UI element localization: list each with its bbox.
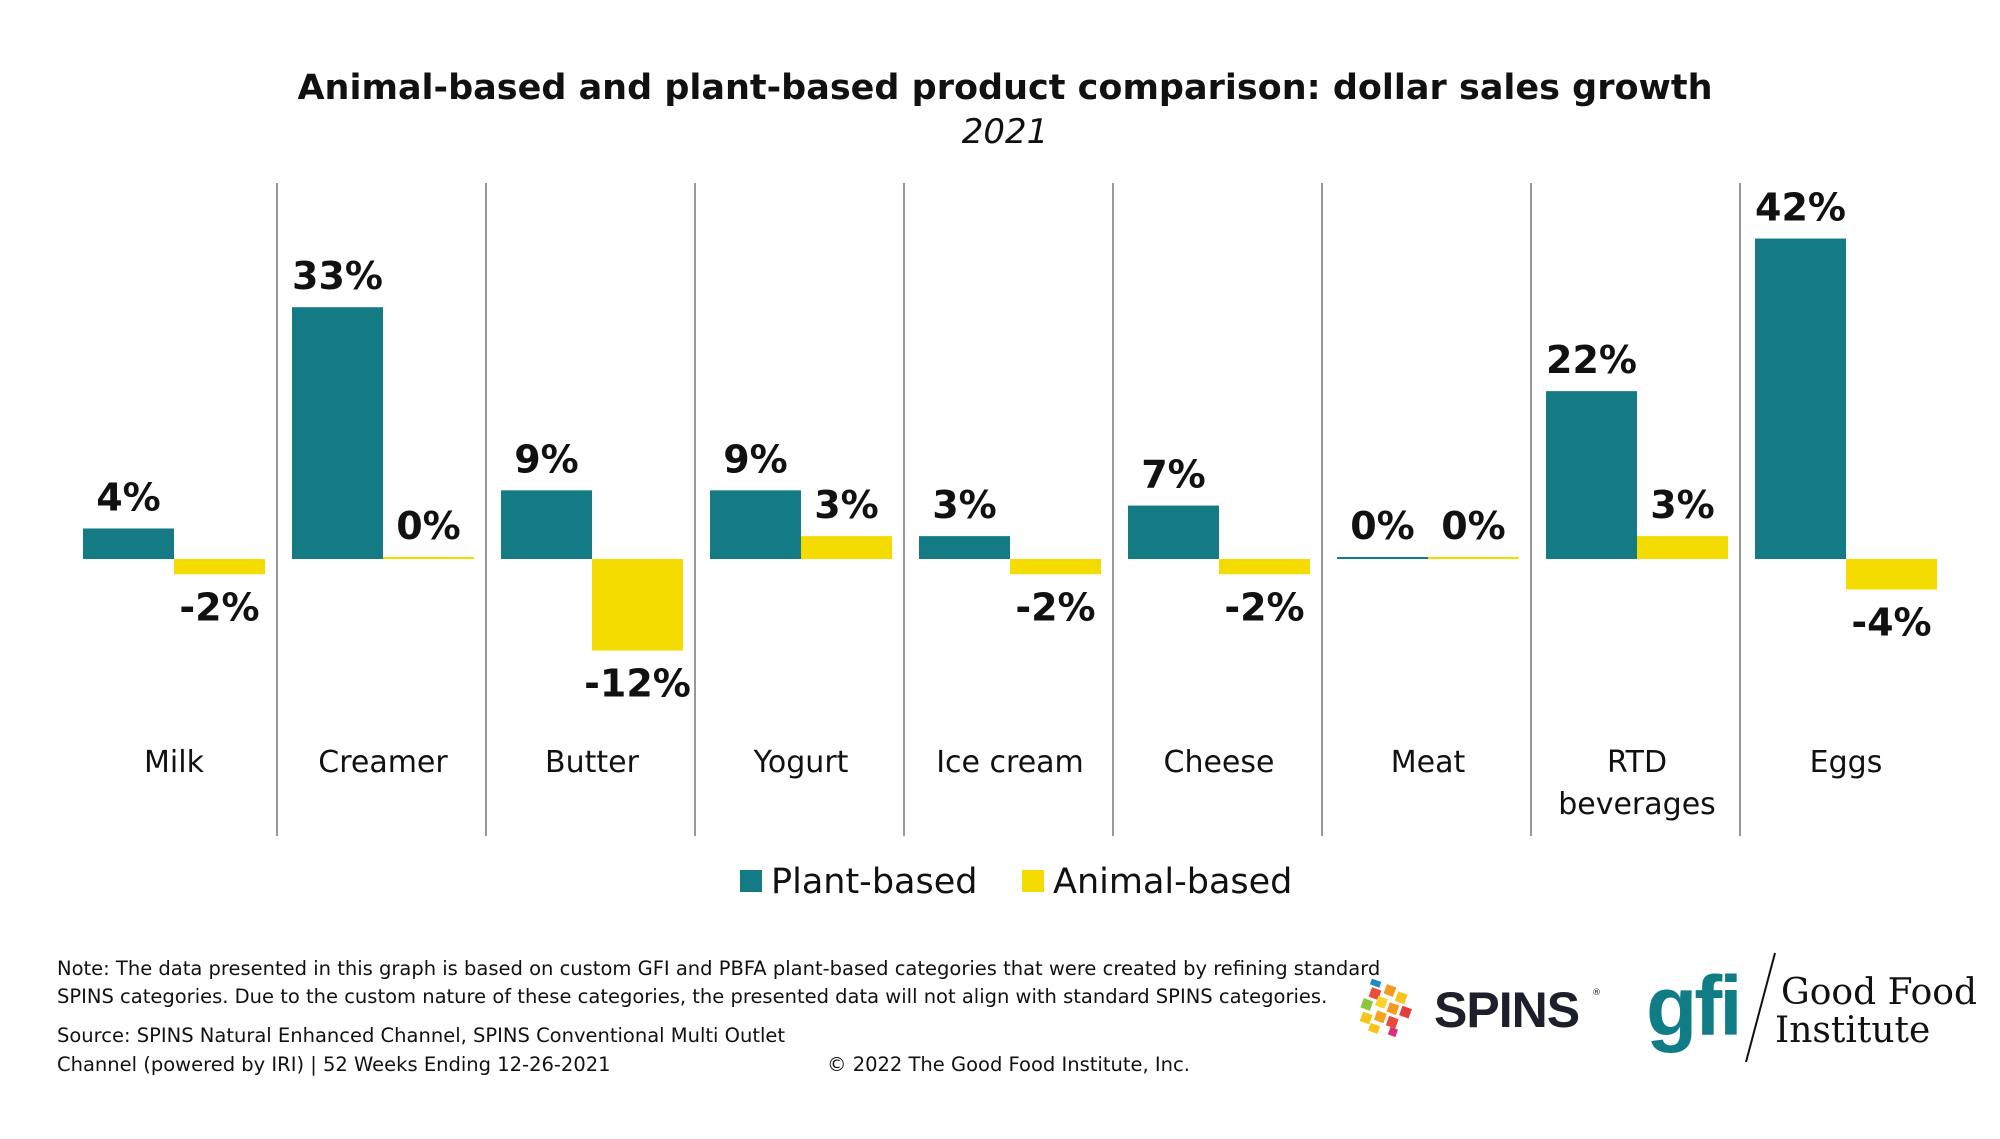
data-label-plant-based-butter: 9% [514,437,579,481]
legend-swatch-plant-based [740,870,762,892]
category-label-cheese: Cheese [1164,745,1275,780]
legend-label-animal-based: Animal-based [1053,862,1292,902]
data-label-animal-based-ice-cream: -2% [1015,585,1095,629]
data-label-plant-based-ice-cream: 3% [932,483,997,527]
data-label-plant-based-meat: 0% [1350,504,1415,548]
bar-animal-based-butter [592,559,683,651]
copyright: © 2022 The Good Food Institute, Inc. [827,1053,1190,1076]
data-label-animal-based-meat: 0% [1441,504,1506,548]
data-label-animal-based-milk: -2% [179,585,259,629]
chart-title: Animal-based and plant-based product com… [297,68,1712,108]
note-line-1: Note: The data presented in this graph i… [57,957,1380,980]
bar-animal-based-cheese [1219,559,1310,575]
bar-plant-based-meat [1337,557,1428,559]
bar-animal-based-ice-cream [1010,559,1101,575]
data-label-animal-based-rtd-beverages: 3% [1650,483,1715,527]
category-label-eggs: Eggs [1810,745,1883,780]
bar-plant-based-rtd-beverages [1546,391,1637,559]
data-label-plant-based-creamer: 33% [292,254,383,298]
bar-animal-based-meat [1428,557,1519,559]
gfi-name-line-2: Institute [1775,1010,1930,1051]
bar-plant-based-yogurt [710,490,801,559]
category-label-butter: Butter [545,745,640,780]
category-label-creamer: Creamer [318,745,448,780]
bar-animal-based-eggs [1846,559,1937,590]
bar-animal-based-rtd-beverages [1637,536,1728,559]
category-label-rtd-beverages: RTD [1607,745,1667,780]
spins-globe-icon [1359,978,1412,1038]
data-label-plant-based-milk: 4% [96,475,161,519]
data-label-plant-based-cheese: 7% [1141,453,1206,497]
bar-plant-based-butter [501,490,592,559]
data-label-plant-based-rtd-beverages: 22% [1546,338,1637,382]
bar-plant-based-milk [83,528,174,559]
data-label-animal-based-eggs: -4% [1851,601,1931,645]
category-dividers [276,183,1741,836]
data-label-animal-based-yogurt: 3% [814,483,879,527]
spins-logo-text: SPINS [1434,982,1579,1038]
source-line-1: Source: SPINS Natural Enhanced Channel, … [57,1024,785,1047]
data-label-animal-based-butter: -12% [584,662,691,706]
data-label-animal-based-creamer: 0% [396,504,461,548]
legend: Plant-based Animal-based [740,862,1292,902]
bar-plant-based-eggs [1755,238,1846,560]
chart-subtitle: 2021 [962,112,1049,152]
gfi-name-line-1: Good Food [1781,972,1977,1013]
bars [83,238,1937,651]
gfi-logo: gfi Good Food Institute [1646,952,1977,1063]
gfi-logo-mark: gfi [1646,959,1740,1053]
data-label-animal-based-cheese: -2% [1224,585,1304,629]
bar-plant-based-creamer [292,307,383,559]
category-labels: Milk Creamer Butter Yogurt Ice cream Cheese Me… [144,745,1882,822]
legend-swatch-animal-based [1022,870,1044,892]
source-line-2: Channel (powered by IRI) | 52 Weeks Endi… [57,1053,611,1076]
data-label-plant-based-yogurt: 9% [723,437,788,481]
bar-animal-based-creamer [383,557,474,559]
bar-plant-based-cheese [1128,505,1219,559]
footer-notes: Note: The data presented in this graph i… [57,957,1380,1076]
category-label-rtd-beverages: beverages [1558,787,1716,822]
bar-animal-based-milk [174,559,265,575]
bar-animal-based-yogurt [801,536,892,559]
data-labels: 4% -2% 33% 0% 9% -12% 9% 3% 3% -2% 7% -2% 0% 0% 22% 3% 4… [96,186,1931,706]
category-label-yogurt: Yogurt [753,745,849,780]
bar-plant-based-ice-cream [919,536,1010,559]
spins-logo: SPINS ® [1359,978,1601,1038]
svg-text:®: ® [1592,988,1601,998]
note-line-2: SPINS categories. Due to the custom natu… [57,985,1327,1008]
category-label-milk: Milk [144,745,205,780]
category-label-meat: Meat [1391,745,1466,780]
legend-label-plant-based: Plant-based [771,862,977,902]
category-label-ice-cream: Ice cream [936,745,1084,780]
data-label-plant-based-eggs: 42% [1755,186,1846,230]
